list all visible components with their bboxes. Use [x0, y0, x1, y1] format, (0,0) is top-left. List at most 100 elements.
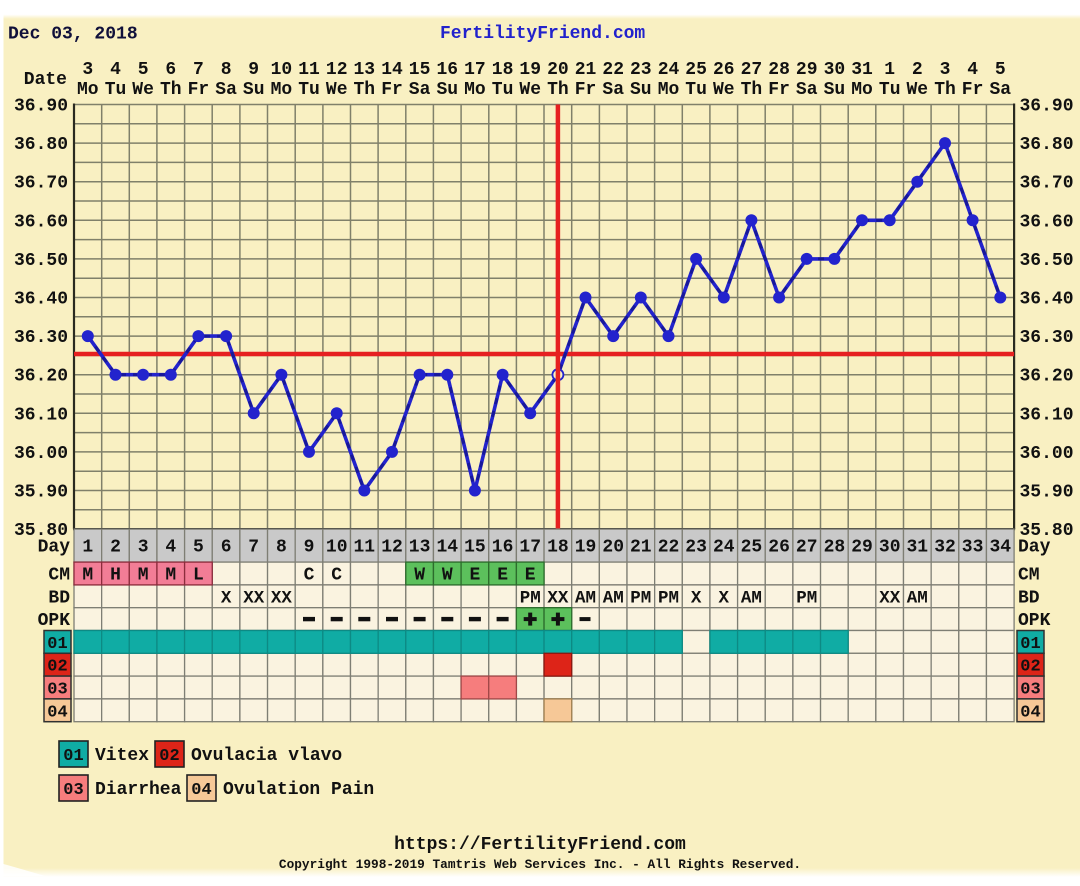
- svg-text:36.80: 36.80: [14, 135, 68, 155]
- svg-text:Day: Day: [1018, 538, 1051, 558]
- svg-text:32: 32: [934, 538, 956, 558]
- svg-text:36.20: 36.20: [1020, 367, 1074, 387]
- svg-text:M: M: [82, 566, 93, 586]
- svg-text:BD: BD: [1018, 588, 1040, 608]
- svg-text:36.60: 36.60: [14, 212, 68, 232]
- svg-text:PM: PM: [520, 588, 541, 608]
- svg-text:36.50: 36.50: [1020, 251, 1074, 271]
- svg-text:Tu: Tu: [685, 80, 707, 100]
- svg-text:36.70: 36.70: [14, 174, 68, 194]
- svg-text:3: 3: [82, 60, 93, 80]
- svg-text:Day: Day: [38, 538, 71, 558]
- svg-text:Tu: Tu: [298, 80, 320, 100]
- svg-text:02: 02: [159, 747, 179, 766]
- svg-text:Fr: Fr: [575, 80, 597, 100]
- svg-text:36.80: 36.80: [1020, 135, 1074, 155]
- svg-text:36.40: 36.40: [1020, 290, 1074, 310]
- svg-text:16: 16: [436, 60, 458, 80]
- svg-text:36.00: 36.00: [14, 444, 68, 464]
- svg-text:8: 8: [276, 538, 287, 558]
- svg-text:Mo: Mo: [271, 80, 293, 100]
- svg-text:12: 12: [326, 60, 348, 80]
- svg-text:10: 10: [326, 538, 348, 558]
- svg-text:11: 11: [298, 60, 320, 80]
- svg-text:35.90: 35.90: [1020, 483, 1074, 503]
- svg-text:BD: BD: [48, 588, 70, 608]
- svg-text:AM: AM: [575, 588, 596, 608]
- svg-text:6: 6: [221, 538, 232, 558]
- svg-text:16: 16: [492, 538, 514, 558]
- svg-text:Fr: Fr: [962, 80, 984, 100]
- svg-text:AM: AM: [741, 588, 762, 608]
- svg-text:Th: Th: [741, 80, 763, 100]
- svg-text:13: 13: [353, 60, 375, 80]
- svg-text:36.20: 36.20: [14, 367, 68, 387]
- svg-text:E: E: [497, 566, 508, 586]
- svg-text:XX: XX: [547, 588, 569, 608]
- svg-text:C: C: [304, 566, 315, 586]
- svg-text:Sa: Sa: [796, 80, 818, 100]
- svg-text:Mo: Mo: [658, 80, 680, 100]
- svg-text:Date: Date: [24, 70, 67, 90]
- svg-text:3: 3: [940, 60, 951, 80]
- svg-text:X: X: [691, 588, 702, 608]
- svg-text:28: 28: [824, 538, 846, 558]
- svg-text:5: 5: [138, 60, 149, 80]
- svg-text:31: 31: [906, 538, 928, 558]
- svg-text:5: 5: [995, 60, 1006, 80]
- svg-text:01: 01: [1020, 635, 1040, 654]
- svg-text:28: 28: [768, 60, 790, 80]
- svg-text:1: 1: [82, 538, 93, 558]
- svg-text:19: 19: [519, 60, 541, 80]
- svg-text:XX: XX: [879, 588, 901, 608]
- svg-text:W: W: [442, 566, 453, 586]
- svg-text:Th: Th: [353, 80, 375, 100]
- svg-text:7: 7: [193, 60, 204, 80]
- svg-text:Vitex: Vitex: [95, 746, 149, 766]
- svg-text:27: 27: [796, 538, 818, 558]
- svg-text:17: 17: [464, 60, 486, 80]
- svg-text:24: 24: [658, 60, 680, 80]
- svg-text:36.30: 36.30: [14, 328, 68, 348]
- svg-text:Su: Su: [436, 80, 458, 100]
- svg-text:9: 9: [304, 538, 315, 558]
- svg-text:6: 6: [165, 60, 176, 80]
- svg-text:36.90: 36.90: [14, 97, 68, 117]
- svg-text:We: We: [906, 80, 928, 100]
- svg-text:Fr: Fr: [768, 80, 790, 100]
- svg-text:03: 03: [47, 681, 67, 700]
- svg-text:20: 20: [547, 60, 569, 80]
- svg-text:31: 31: [851, 60, 873, 80]
- svg-text:10: 10: [271, 60, 293, 80]
- svg-text:01: 01: [63, 747, 83, 766]
- svg-text:W: W: [414, 566, 425, 586]
- svg-text:Tu: Tu: [105, 80, 127, 100]
- svg-text:M: M: [165, 566, 176, 586]
- svg-text:8: 8: [221, 60, 232, 80]
- svg-text:PM: PM: [796, 588, 817, 608]
- svg-text:Sa: Sa: [409, 80, 431, 100]
- svg-text:We: We: [713, 80, 735, 100]
- svg-text:Copyright 1998-2019 Tamtris We: Copyright 1998-2019 Tamtris Web Services…: [279, 857, 801, 872]
- svg-text:18: 18: [492, 60, 514, 80]
- svg-text:35.90: 35.90: [14, 483, 68, 503]
- svg-text:3: 3: [138, 538, 149, 558]
- svg-text:X: X: [719, 588, 730, 608]
- svg-text:30: 30: [824, 60, 846, 80]
- svg-text:21: 21: [630, 538, 652, 558]
- svg-text:03: 03: [1020, 681, 1040, 700]
- svg-text:Ovulation Pain: Ovulation Pain: [223, 780, 374, 800]
- svg-text:We: We: [519, 80, 541, 100]
- svg-text:4: 4: [165, 538, 176, 558]
- svg-text:L: L: [193, 566, 204, 586]
- svg-text:25: 25: [741, 538, 763, 558]
- svg-text:36.30: 36.30: [1020, 328, 1074, 348]
- svg-text:15: 15: [464, 538, 486, 558]
- svg-text:Sa: Sa: [602, 80, 624, 100]
- svg-text:Mo: Mo: [77, 80, 99, 100]
- svg-text:Tu: Tu: [879, 80, 901, 100]
- svg-text:03: 03: [63, 781, 83, 800]
- svg-text:25: 25: [685, 60, 707, 80]
- svg-text:CM: CM: [1018, 566, 1040, 586]
- svg-text:9: 9: [248, 60, 259, 80]
